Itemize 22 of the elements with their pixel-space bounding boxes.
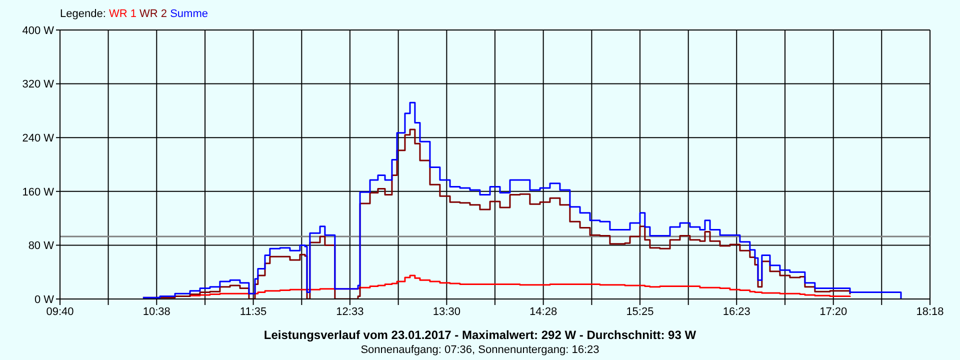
x-tick-label: 14:28 (530, 306, 558, 318)
text: WR 2 (140, 8, 168, 20)
y-tick-label: 240 W (22, 132, 55, 145)
text: WR 1 (108, 8, 138, 20)
x-tick-label: 17:20 (820, 306, 848, 318)
text: Leistungsverlauf vom 23.01.2017 - Maximalwert: 292 W - Durchschnitt: 93 W (262, 328, 698, 342)
x-tick-label: 11:35 (240, 306, 267, 318)
y-tick-label: 320 W (22, 78, 55, 91)
x-tick-label: 13:30 (432, 306, 460, 318)
y-tick-label: 160 W (22, 186, 55, 198)
x-tick-label: 16:23 (722, 306, 750, 318)
x-tick-label: 18:18 (916, 306, 944, 318)
text: Summe (170, 8, 208, 20)
x-tick-label: 12:33 (336, 306, 364, 318)
x-tick-label: 10:38 (142, 306, 170, 318)
y-tick-label: 400 W (22, 24, 55, 37)
text: Sonnenaufgang: 07:36, Sonnenuntergang: 16:23 (360, 344, 600, 356)
y-tick-label: 0 W (34, 294, 55, 306)
legend-title: Legende: (60, 8, 107, 20)
y-tick-label: 80 W (28, 240, 55, 252)
x-tick-label: 09:40 (46, 306, 74, 318)
x-tick-label: 15:25 (626, 306, 654, 318)
